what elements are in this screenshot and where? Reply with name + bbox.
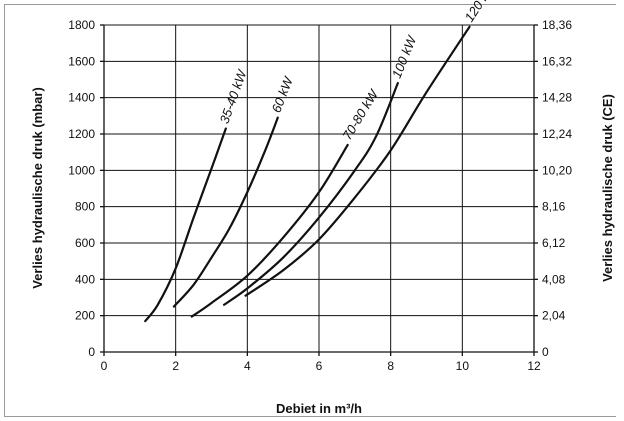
- x-tick-label: 2: [172, 359, 179, 373]
- series-curve: [244, 25, 471, 297]
- y-right-tick-label: 16,32: [542, 54, 572, 68]
- x-tick-label: 8: [387, 359, 394, 373]
- series-curve: [144, 127, 227, 323]
- y-right-tick-label: 14,28: [542, 91, 572, 105]
- series-curve: [172, 116, 279, 308]
- y-left-tick-label: 200: [75, 309, 95, 323]
- y-right-tick-label: 18,36: [542, 18, 572, 32]
- y-right-tick-label: 10,20: [542, 163, 572, 177]
- y-left-tick-label: 0: [88, 345, 95, 359]
- series-label: 35-40 kW: [217, 67, 250, 126]
- y-left-tick-label: 1600: [68, 54, 95, 68]
- y-left-tick-label: 1400: [68, 91, 95, 105]
- y-axis-right-title: Verlies hydraulische druk (CE): [600, 94, 615, 282]
- y-left-tick-label: 1000: [68, 163, 95, 177]
- x-tick-label: 10: [456, 359, 470, 373]
- y-right-tick-label: 6,12: [542, 236, 566, 250]
- x-tick-label: 0: [101, 359, 108, 373]
- y-right-tick-label: 2,04: [542, 309, 566, 323]
- y-left-tick-label: 1800: [68, 18, 95, 32]
- x-tick-label: 6: [316, 359, 323, 373]
- series-curves: [144, 25, 471, 323]
- series-label: 60 kW: [269, 73, 297, 114]
- series-curve: [190, 143, 349, 318]
- y-left-tick-label: 800: [75, 200, 95, 214]
- y-right-tick-label: 4,08: [542, 272, 566, 286]
- x-axis-title: Debiet in m³/h: [276, 401, 362, 416]
- y-left-tick-label: 1200: [68, 127, 95, 141]
- y-axis-left-title: Verlies hydraulische druk (mbar): [30, 87, 45, 289]
- series-label: 120 kW: [461, 0, 499, 24]
- x-tick-label: 12: [527, 359, 541, 373]
- y-right-tick-label: 0: [542, 345, 549, 359]
- grid-lines: [104, 24, 534, 352]
- chart-frame: [4, 4, 616, 417]
- y-right-tick-label: 12,24: [542, 127, 572, 141]
- series-curve: [222, 82, 399, 306]
- series-label: 100 kW: [389, 32, 420, 80]
- x-tick-label: 4: [244, 359, 251, 373]
- y-left-tick-label: 400: [75, 272, 95, 286]
- y-right-tick-label: 8,16: [542, 200, 566, 214]
- y-left-tick-label: 600: [75, 236, 95, 250]
